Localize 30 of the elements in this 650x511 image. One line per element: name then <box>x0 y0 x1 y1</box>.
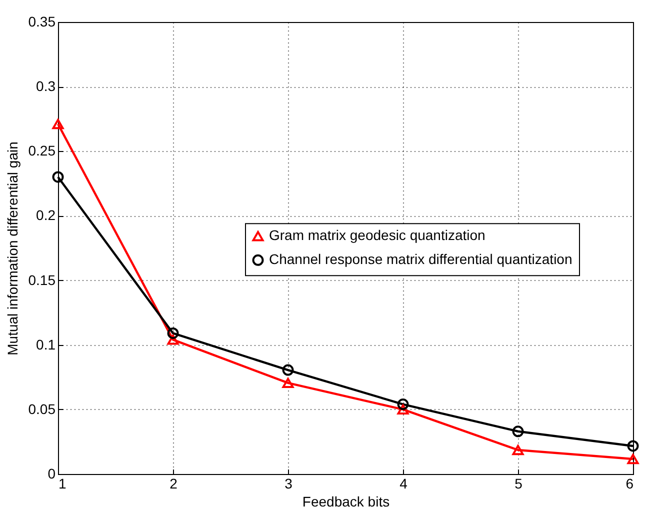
legend-label: Channel response matrix differential quantization <box>269 251 572 268</box>
point <box>397 404 409 415</box>
y-tick-label: 0.3 <box>36 78 56 94</box>
point <box>52 118 64 130</box>
point <box>397 398 409 410</box>
x-tick-label: 4 <box>400 476 408 492</box>
point <box>282 378 294 388</box>
x-tick-label: 6 <box>626 476 634 492</box>
y-tick-label: 0 <box>48 466 56 482</box>
x-tick-label: 2 <box>170 476 178 492</box>
point <box>52 171 64 183</box>
point <box>627 454 639 464</box>
y-tick-label: 0.35 <box>28 14 56 30</box>
y-tick-label: 0.2 <box>36 207 56 224</box>
y-tick-label: 0.25 <box>28 142 56 159</box>
x-tick-label: 5 <box>514 476 523 492</box>
y-axis-title: Mutual information differential gain <box>4 142 20 356</box>
point <box>167 328 179 339</box>
legend-label: Gram matrix geodesic quantization <box>269 227 486 244</box>
point <box>282 364 294 376</box>
y-tick-label: 0.15 <box>28 272 56 288</box>
y-tick-label: 0.1 <box>36 336 56 352</box>
point <box>167 334 179 345</box>
x-axis-title: Feedback bits <box>302 494 390 510</box>
x-tick-label: 1 <box>58 476 66 492</box>
point <box>512 444 524 456</box>
y-tick-label: 0.05 <box>28 400 56 417</box>
point <box>512 426 524 438</box>
point <box>627 440 639 452</box>
x-tick-label: 3 <box>284 476 293 492</box>
